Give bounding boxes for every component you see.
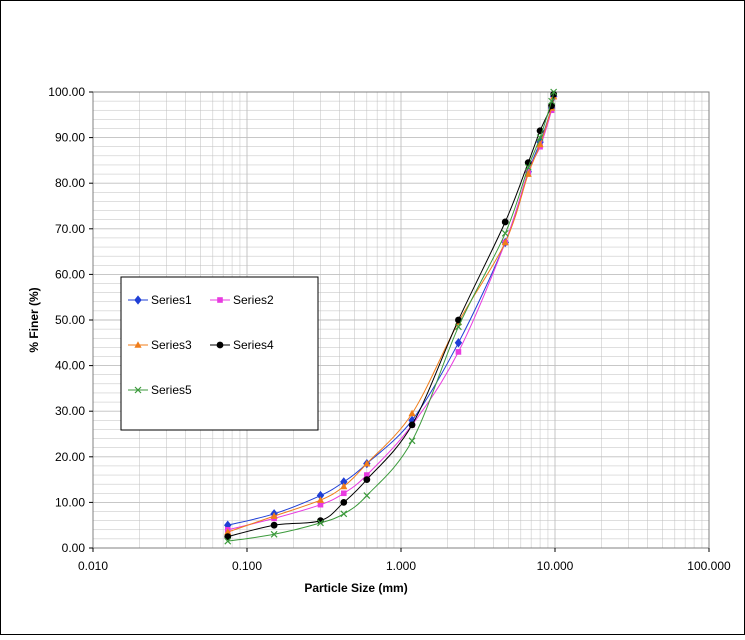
legend-item-5: Series5	[128, 383, 192, 397]
x-tick-label: 100.000	[687, 559, 731, 573]
series-4	[224, 90, 558, 540]
legend-label: Series4	[233, 338, 274, 352]
data-point	[501, 218, 509, 226]
data-point	[455, 316, 462, 324]
legend-label: Series1	[151, 293, 192, 307]
data-point	[455, 323, 462, 331]
y-tick-label: 80.00	[55, 176, 85, 190]
data-point	[363, 476, 371, 483]
y-tick-label: 90.00	[55, 131, 85, 145]
data-point	[408, 421, 416, 429]
data-point	[536, 140, 544, 148]
x-tick-label: 0.100	[232, 559, 262, 573]
data-point	[340, 482, 348, 490]
series-layer	[224, 88, 558, 545]
y-tick-label: 20.00	[55, 450, 85, 464]
y-tick-label: 40.00	[55, 359, 85, 373]
y-tick-label: 100.00	[48, 85, 85, 99]
data-point	[224, 528, 232, 535]
legend-item-3: Series3	[128, 338, 192, 352]
legend-swatch-marker	[216, 341, 224, 349]
y-tick-label: 50.00	[55, 313, 85, 327]
axes: 0.00 10.00 20.00 30.00 40.00 50.00 60.00 70.00 8…	[48, 85, 731, 573]
data-point	[408, 437, 416, 445]
data-point	[270, 530, 278, 538]
legend: Series1 Series2 Series3 Series4 Series5	[120, 276, 319, 431]
data-point	[524, 170, 532, 177]
legend-label: Series5	[151, 383, 192, 397]
legend-label: Series3	[151, 338, 192, 352]
y-tick-label: 70.00	[55, 222, 85, 236]
data-point	[317, 519, 324, 527]
data-point	[340, 499, 348, 506]
legend-swatch-marker	[217, 297, 223, 303]
y-tick-label: 60.00	[55, 267, 85, 281]
legend-swatch-marker	[134, 295, 142, 305]
legend-item-2: Series2	[210, 293, 274, 307]
data-point	[501, 229, 509, 237]
data-point	[501, 238, 509, 246]
data-point	[524, 159, 532, 167]
data-point	[340, 490, 347, 497]
legend-item-1: Series1	[128, 293, 192, 307]
y-tick-label: 30.00	[55, 404, 85, 418]
data-point	[224, 537, 232, 545]
data-point	[224, 533, 232, 540]
data-point	[270, 521, 278, 529]
x-tick-label: 1.000	[386, 559, 416, 573]
data-point	[548, 97, 555, 105]
series-5	[224, 88, 558, 545]
data-point	[364, 472, 370, 478]
legend-swatch-marker	[134, 386, 142, 394]
data-point	[408, 409, 416, 417]
data-point	[363, 459, 371, 467]
legend-label: Series2	[233, 293, 274, 307]
y-axis-title: % Finer (%)	[27, 287, 41, 352]
x-axis-title: Particle Size (mm)	[304, 581, 407, 595]
y-tick-label: 0.00	[62, 541, 86, 555]
data-point	[455, 349, 462, 355]
data-point	[363, 492, 371, 499]
data-point	[316, 496, 325, 503]
legend-swatch-marker	[134, 341, 142, 348]
x-tick-label: 0.010	[78, 559, 108, 573]
data-point	[317, 501, 324, 508]
data-point	[536, 134, 544, 142]
grid-lines	[93, 92, 709, 548]
x-tick-label: 10.000	[537, 559, 574, 573]
data-point	[524, 163, 532, 171]
data-point	[340, 510, 348, 518]
data-point	[550, 88, 558, 96]
y-tick-label: 10.00	[55, 495, 85, 509]
legend-item-4: Series4	[210, 338, 274, 352]
data-point	[454, 338, 463, 348]
data-point	[270, 512, 278, 519]
